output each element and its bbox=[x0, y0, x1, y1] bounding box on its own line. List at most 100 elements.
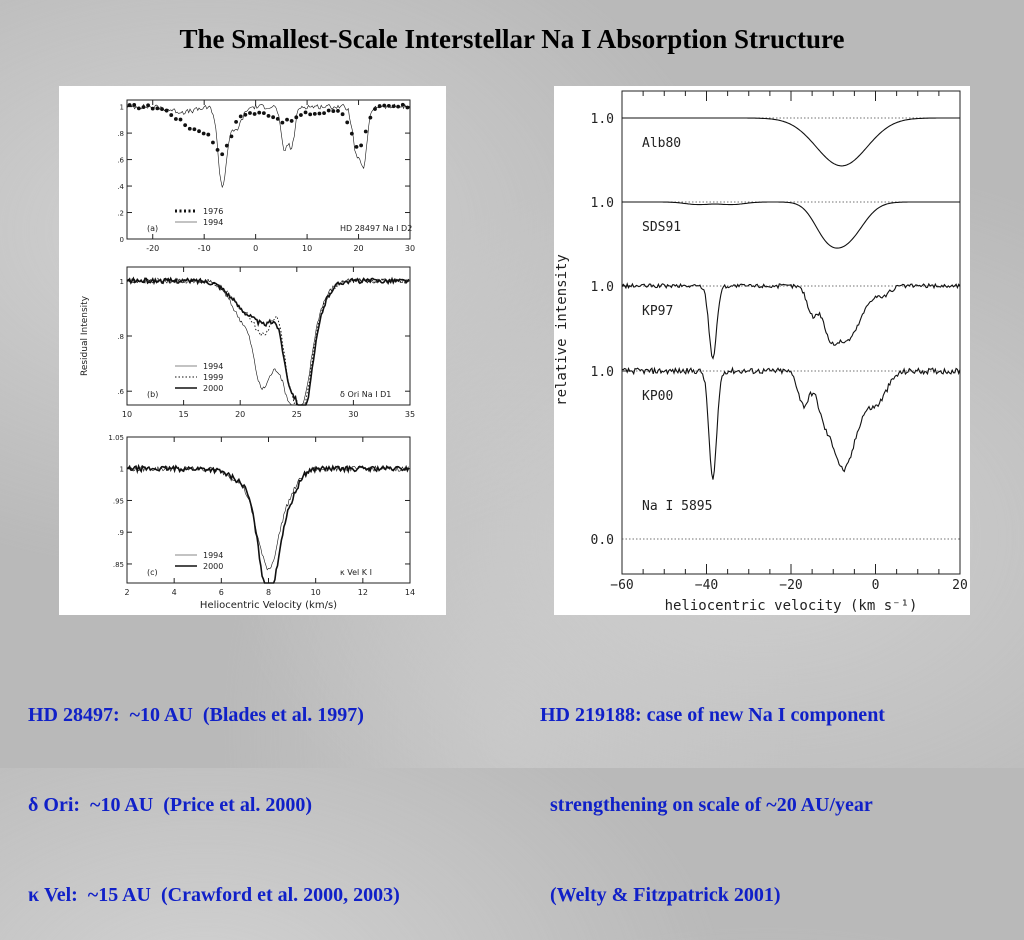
x-tick-label: 20 bbox=[235, 410, 245, 419]
legend-label: 1999 bbox=[203, 373, 223, 382]
x-tick-label: 30 bbox=[405, 244, 415, 253]
legend-label: 1976 bbox=[203, 207, 223, 216]
y-tick-label: .85 bbox=[113, 561, 124, 569]
series-line-1994 bbox=[126, 103, 411, 189]
data-point bbox=[359, 143, 364, 148]
data-point bbox=[183, 123, 188, 128]
data-point bbox=[285, 117, 289, 122]
series-label: KP97 bbox=[642, 304, 673, 319]
x-tick-label: 10 bbox=[302, 244, 312, 253]
x-tick-label: −60 bbox=[610, 578, 633, 593]
panel-letter: (c) bbox=[147, 568, 158, 577]
data-point bbox=[391, 104, 396, 109]
data-point bbox=[127, 103, 132, 107]
legend-label: 2000 bbox=[203, 562, 223, 571]
data-point bbox=[261, 111, 266, 116]
level-label: 1.0 bbox=[591, 365, 614, 380]
series-label: Alb80 bbox=[642, 136, 681, 151]
y-tick-label: 1 bbox=[120, 104, 124, 112]
caption-line: strengthening on scale of ~20 AU/year bbox=[540, 794, 873, 816]
x-tick-label: −40 bbox=[695, 578, 718, 593]
y-tick-label: .6 bbox=[117, 388, 124, 396]
y-tick-label: .2 bbox=[117, 210, 124, 218]
series-line-2000 bbox=[126, 463, 410, 584]
data-point bbox=[363, 129, 368, 134]
x-tick-label: 0 bbox=[872, 578, 880, 593]
level-label: 1.0 bbox=[591, 280, 614, 295]
data-point bbox=[396, 104, 401, 109]
zero-label: 0.0 bbox=[591, 533, 614, 548]
spectrum-KP97 bbox=[621, 282, 961, 360]
x-axis-label: Heliocentric Velocity (km/s) bbox=[200, 600, 337, 611]
kappa-symbol: κ bbox=[28, 884, 40, 906]
y-axis-label: Residual Intensity bbox=[80, 295, 90, 376]
x-tick-label: 14 bbox=[405, 588, 415, 597]
data-point bbox=[211, 140, 215, 145]
spectrum-SDS91 bbox=[622, 201, 960, 249]
x-tick-label: 35 bbox=[405, 410, 415, 419]
data-point bbox=[197, 129, 201, 134]
series-label: KP00 bbox=[642, 389, 673, 404]
data-point bbox=[368, 115, 373, 120]
plot-frame bbox=[126, 99, 411, 240]
data-point bbox=[312, 111, 317, 116]
hd219188-spectra: −60 −40 −20 0 20 1.0 Alb80 1.0 SDS91 1.0 KP97 1.0 KP… bbox=[554, 90, 968, 614]
panel-letter: (a) bbox=[147, 224, 158, 233]
x-tick-label: 2 bbox=[124, 588, 129, 597]
data-point bbox=[257, 110, 262, 115]
spectrum-Alb80 bbox=[622, 117, 960, 167]
data-point bbox=[271, 115, 276, 120]
y-tick-label: .6 bbox=[117, 157, 124, 165]
caption-line: δ Ori: ~10 AU (Price et al. 2000) bbox=[28, 794, 313, 816]
data-point bbox=[331, 109, 336, 113]
x-tick-label: −20 bbox=[779, 578, 802, 593]
y-axis-label: relative intensity bbox=[554, 254, 570, 406]
caption-left: HD 28497: ~10 AU (Blades et al. 1997) δ … bbox=[28, 640, 400, 940]
series-line-1999 bbox=[126, 277, 410, 406]
y-tick-label: .9 bbox=[117, 529, 124, 537]
data-point bbox=[146, 103, 150, 108]
series-line-1994 bbox=[126, 465, 409, 571]
data-point bbox=[220, 152, 225, 157]
x-tick-label: -20 bbox=[146, 244, 159, 253]
series-label: SDS91 bbox=[642, 220, 681, 235]
data-point bbox=[234, 120, 238, 124]
caption-line: HD 28497: ~10 AU (Blades et al. 1997) bbox=[28, 704, 364, 726]
y-tick-label: 1 bbox=[120, 278, 124, 286]
page-title: The Smallest-Scale Interstellar Na I Abs… bbox=[179, 24, 845, 54]
y-tick-label: .8 bbox=[117, 333, 124, 341]
data-point bbox=[289, 119, 294, 123]
caption-right: HD 219188: case of new Na I component st… bbox=[540, 640, 885, 940]
panel-annotation: κ Vel K I bbox=[340, 568, 372, 577]
data-point bbox=[192, 127, 197, 132]
right-chart: −60 −40 −20 0 20 1.0 Alb80 1.0 SDS91 1.0 KP97 1.0 KP… bbox=[554, 90, 968, 614]
series-1976 bbox=[127, 102, 410, 157]
data-point bbox=[164, 108, 169, 113]
data-point bbox=[299, 113, 303, 117]
right-figure: −60 −40 −20 0 20 1.0 Alb80 1.0 SDS91 1.0 KP97 1.0 KP… bbox=[554, 86, 970, 615]
data-point bbox=[326, 108, 331, 113]
x-tick-label: 10 bbox=[122, 410, 132, 419]
x-tick-label: 4 bbox=[172, 588, 177, 597]
data-point bbox=[252, 112, 257, 116]
x-tick-label: 8 bbox=[266, 588, 271, 597]
x-tick-label: 15 bbox=[179, 410, 189, 419]
legend-label: 1994 bbox=[203, 218, 223, 227]
data-point bbox=[317, 111, 322, 116]
panel-0: -20 -10 0 10 20 30 0 .2 .4 .6 .8 1 1976 1994 (a) HD 284… bbox=[117, 99, 415, 253]
x-tick-label: 0 bbox=[253, 244, 258, 253]
plot-frame bbox=[126, 266, 411, 406]
y-tick-label: 0 bbox=[120, 236, 124, 244]
data-point bbox=[266, 113, 271, 118]
y-tick-label: .95 bbox=[113, 497, 124, 505]
series-line-2000 bbox=[126, 276, 410, 406]
data-point bbox=[322, 111, 326, 116]
data-point bbox=[169, 113, 174, 117]
series-line-1994 bbox=[126, 277, 409, 406]
left-figure: -20 -10 0 10 20 30 0 .2 .4 .6 .8 1 1976 1994 (a) HD 284… bbox=[59, 86, 446, 615]
y-tick-label: .4 bbox=[117, 183, 124, 191]
spectra-panels: -20 -10 0 10 20 30 0 .2 .4 .6 .8 1 1976 1994 (a) HD 284… bbox=[80, 99, 415, 611]
y-tick-label: 1 bbox=[120, 466, 124, 474]
panel-annotation: δ Ori Na I D1 bbox=[340, 390, 391, 399]
line-annotation: Na I 5895 bbox=[642, 499, 712, 514]
